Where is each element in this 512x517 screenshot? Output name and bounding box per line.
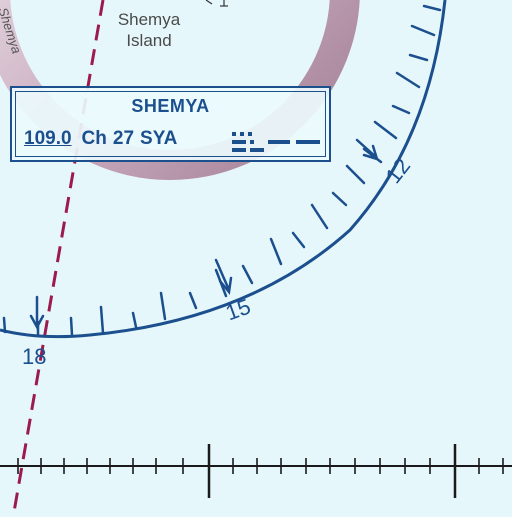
navaid-channel-label: Ch (81, 128, 107, 149)
navaid-channel: 27 (112, 128, 135, 149)
island-label-line2: Island (126, 31, 172, 50)
compass-label-18: 18 (22, 344, 47, 369)
navaid-details: 109.0 Ch 27 SYA (24, 128, 177, 150)
lat-long-grid (0, 444, 512, 498)
navaid-frequency: 109.0 (24, 128, 72, 149)
obstruction-icon (205, 0, 228, 7)
compass-arrows (29, 138, 379, 330)
boundary-dashed-line (12, 0, 105, 513)
airspace-ring (0, 0, 360, 180)
navaid-name: SHEMYA (131, 96, 210, 116)
arrow-12-icon (355, 138, 379, 161)
morse-code-icon (232, 132, 320, 152)
compass-rose-arc (0, 0, 447, 339)
compass-ticks (2, 4, 442, 338)
island-label: Shemya Island (108, 9, 190, 51)
navaid-identifier: SYA (140, 128, 178, 149)
arrow-18-icon (29, 295, 45, 330)
island-label-line1: Shemya (117, 10, 181, 29)
arrow-15-icon (214, 258, 233, 295)
navaid-info-box: SHEMYA 109.0 Ch 27 SYA (10, 86, 331, 162)
